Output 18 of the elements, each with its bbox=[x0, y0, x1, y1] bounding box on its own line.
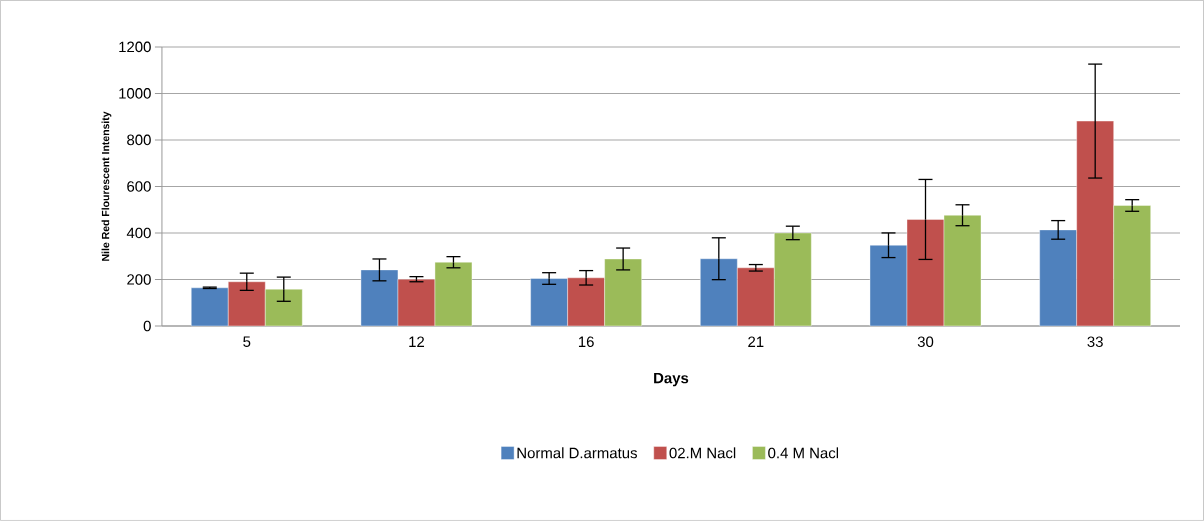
x-tick-label: 33 bbox=[1087, 336, 1103, 348]
y-tick-label: 600 bbox=[127, 181, 151, 192]
y-tick-label: 200 bbox=[127, 274, 151, 285]
y-tick-label: 400 bbox=[126, 227, 151, 239]
x-tick-label: 5 bbox=[243, 336, 251, 347]
legend-label: 02.M Nacl bbox=[669, 447, 736, 459]
legend-label: 0.4 M Nacl bbox=[768, 447, 839, 459]
x-tick-label: 30 bbox=[917, 336, 934, 348]
x-axis-title: Days bbox=[654, 372, 689, 387]
y-tick-label: 0 bbox=[143, 320, 151, 332]
y-tick-label: 1000 bbox=[119, 88, 151, 99]
y-axis-title: Nile Red Flourescent Intensity bbox=[101, 111, 112, 261]
x-tick-label: 21 bbox=[748, 336, 764, 347]
x-tick-label: 16 bbox=[578, 336, 594, 348]
x-tick-label: 12 bbox=[409, 336, 425, 347]
legend-label: Normal D.armatus bbox=[517, 447, 637, 459]
y-tick-label: 800 bbox=[127, 134, 151, 146]
y-tick-label: 1200 bbox=[119, 41, 151, 53]
